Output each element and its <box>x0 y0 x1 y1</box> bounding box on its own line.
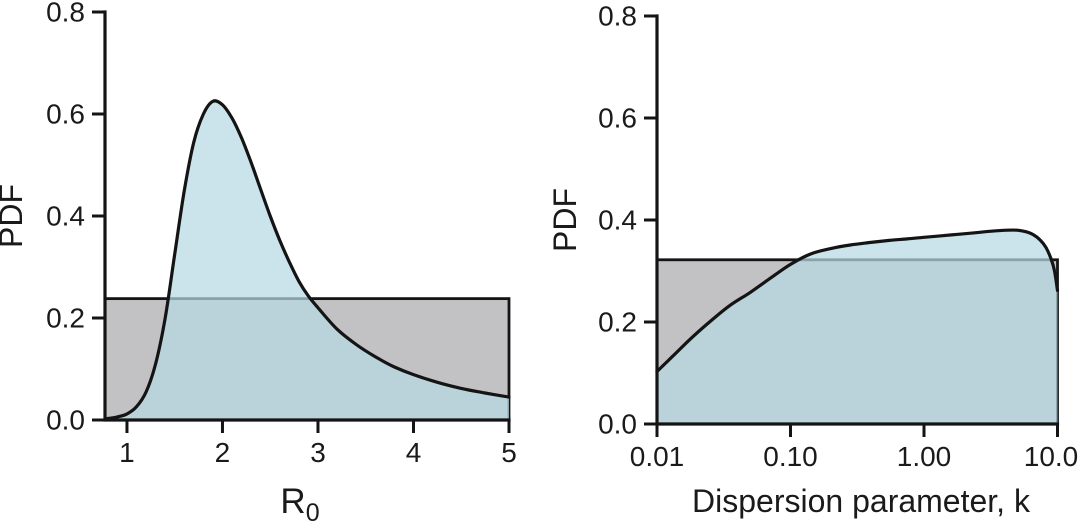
posterior-density-fill <box>105 100 509 421</box>
x-tick-label: 3 <box>310 437 326 468</box>
x-axis-label: R0 <box>280 482 319 527</box>
y-tick-label: 0.4 <box>598 205 637 236</box>
y-tick-label: 0.6 <box>598 103 637 134</box>
y-tick-label: 0.0 <box>598 409 637 440</box>
y-tick-label: 0.8 <box>598 1 637 32</box>
y-tick-label: 0.0 <box>46 405 85 436</box>
x-tick-label: 1 <box>119 437 135 468</box>
r0-posterior-chart: 0.0 0.2 0.4 0.6 0.8 1 2 3 4 5 PDF R0 <box>0 0 517 527</box>
x-tick-label: 5 <box>501 437 517 468</box>
posterior-density-line <box>103 99 511 421</box>
posterior-density-fill <box>657 230 1058 424</box>
posterior-density-line <box>655 228 1060 374</box>
x-tick-label: 10.0 <box>1024 441 1079 472</box>
x-tick-label: 2 <box>215 437 231 468</box>
x-tick-label: 0.01 <box>630 441 685 472</box>
y-tick-label: 0.2 <box>598 307 637 338</box>
x-tick-label: 0.10 <box>763 441 818 472</box>
x-tick-label: 1.00 <box>897 441 952 472</box>
y-tick-label: 0.8 <box>46 0 85 28</box>
y-axis-label: PDF <box>547 188 583 252</box>
x-axis-label: Dispersion parameter, k <box>692 483 1031 519</box>
y-axis-label: PDF <box>0 184 29 248</box>
x-tick-label: 4 <box>406 437 422 468</box>
y-tick-label: 0.4 <box>46 201 85 232</box>
dispersion-posterior-chart: 0.0 0.2 0.4 0.6 0.8 0.01 0.10 1.00 10.0 PDF Disper… <box>547 1 1078 520</box>
y-tick-label: 0.2 <box>46 303 85 334</box>
y-tick-label: 0.6 <box>46 99 85 130</box>
